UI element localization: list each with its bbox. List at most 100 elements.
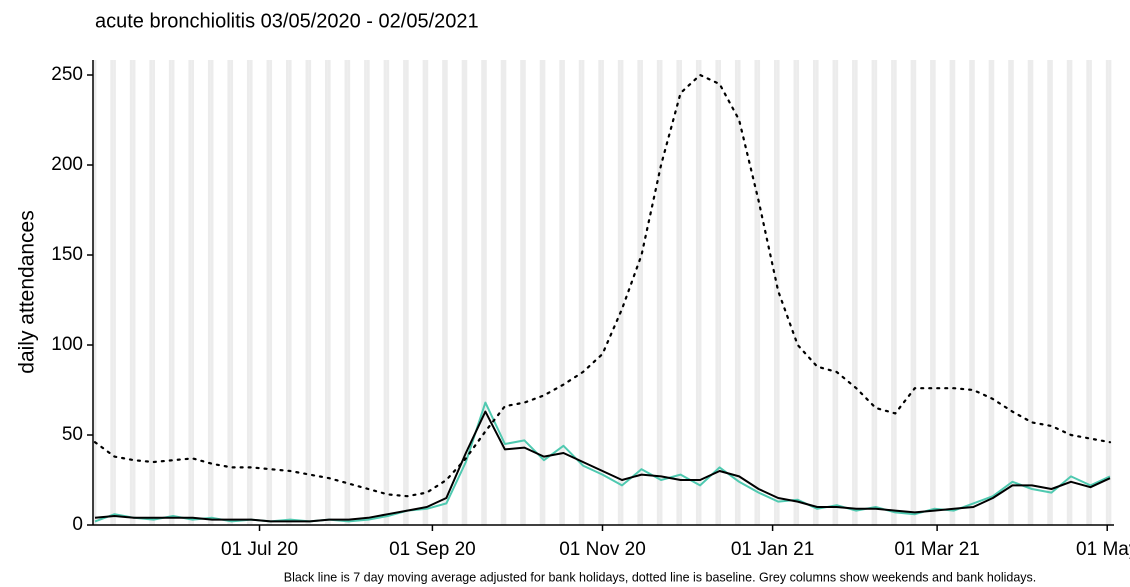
weekend-column [405, 60, 409, 525]
weekend-column [464, 60, 468, 525]
weekend-column [249, 60, 253, 525]
weekend-column [969, 60, 972, 525]
weekend-column [1089, 60, 1092, 525]
weekend-column [910, 60, 914, 525]
weekend-column [481, 60, 484, 525]
caption: Black line is 7 day moving average adjus… [284, 570, 1037, 584]
weekend-column [815, 60, 819, 525]
weekend-column [113, 60, 116, 525]
weekend-column [1086, 60, 1090, 525]
weekend-column [269, 60, 273, 525]
weekend-column [715, 60, 719, 525]
weekend-column [737, 60, 741, 525]
weekend-column [152, 60, 155, 525]
weekend-column [539, 60, 543, 525]
weekend-column [640, 60, 643, 525]
weekend-column [656, 60, 660, 525]
weekend-column [1108, 60, 1112, 525]
x-tick-label: 01 Sep 20 [389, 539, 476, 560]
weekend-column [500, 60, 504, 525]
weekend-column [110, 60, 114, 525]
weekend-column [386, 60, 390, 525]
weekend-column [874, 60, 878, 525]
weekend-column [403, 60, 406, 525]
weekend-column [171, 60, 175, 525]
weekend-column [991, 60, 995, 525]
weekend-column [776, 60, 780, 525]
weekend-column [893, 60, 897, 525]
weekend-column [366, 60, 370, 525]
weekend-column [617, 60, 621, 525]
weekend-column [796, 60, 800, 525]
weekend-column [659, 60, 663, 525]
weekend-column [949, 60, 953, 525]
weekend-column [520, 60, 524, 525]
weekend-column [364, 60, 367, 525]
chart-title: acute bronchiolitis 03/05/2020 - 02/05/2… [95, 10, 479, 32]
weekend-column [422, 60, 426, 525]
weekend-column [832, 60, 836, 525]
weekend-column [442, 60, 445, 525]
weekend-column [288, 60, 292, 525]
y-tick-label: 200 [51, 154, 83, 175]
weekend-column [601, 60, 604, 525]
weekend-column [168, 60, 172, 525]
weekend-column [266, 60, 270, 525]
weekend-column [542, 60, 546, 525]
weekend-column [852, 60, 855, 525]
weekend-column [149, 60, 153, 525]
weekend-column [93, 60, 97, 525]
weekend-column [461, 60, 465, 525]
weekend-column [1105, 60, 1109, 525]
weekend-column [698, 60, 702, 525]
weekend-column [891, 60, 894, 525]
weekend-column [952, 60, 956, 525]
weekend-column [793, 60, 797, 525]
y-tick-label: 50 [62, 424, 83, 445]
weekend-column [1027, 60, 1031, 525]
weekend-column [620, 60, 624, 525]
weekend-column [773, 60, 777, 525]
weekend-column [559, 60, 563, 525]
weekend-column [637, 60, 641, 525]
weekend-column [344, 60, 348, 525]
x-tick-label: 01 Jul 20 [221, 539, 298, 560]
x-tick-label: 01 Jan 21 [731, 539, 814, 560]
weekend-column [1050, 60, 1053, 525]
weekend-column [308, 60, 312, 525]
series-line [93, 73, 1112, 498]
weekend-column [129, 60, 133, 525]
weekend-column [932, 60, 936, 525]
weekend-column [913, 60, 917, 525]
weekend-column [718, 60, 722, 525]
y-tick-label: 0 [72, 514, 83, 535]
weekend-column [1011, 60, 1014, 525]
weekend-column [523, 60, 526, 525]
weekend-column [871, 60, 875, 525]
weekend-column [835, 60, 839, 525]
weekend-column [327, 60, 331, 525]
y-axis-label: daily attendances [16, 210, 39, 373]
weekend-column [754, 60, 758, 525]
weekend-column [483, 60, 487, 525]
weekend-column [854, 60, 858, 525]
weekend-column [305, 60, 309, 525]
weekend-column [210, 60, 214, 525]
weekend-column [246, 60, 250, 525]
weekend-column [679, 60, 682, 525]
weekend-column [227, 60, 231, 525]
weekend-column [425, 60, 429, 525]
weekend-column [503, 60, 507, 525]
weekend-column [695, 60, 699, 525]
weekend-column [578, 60, 582, 525]
x-tick-label: 01 May [1076, 539, 1130, 560]
weekend-column [191, 60, 194, 525]
weekend-column [286, 60, 289, 525]
weekend-column [325, 60, 328, 525]
weekend-column [813, 60, 816, 525]
weekend-column [207, 60, 211, 525]
weekend-column [1030, 60, 1034, 525]
weekend-column [444, 60, 448, 525]
weekend-column [1008, 60, 1012, 525]
